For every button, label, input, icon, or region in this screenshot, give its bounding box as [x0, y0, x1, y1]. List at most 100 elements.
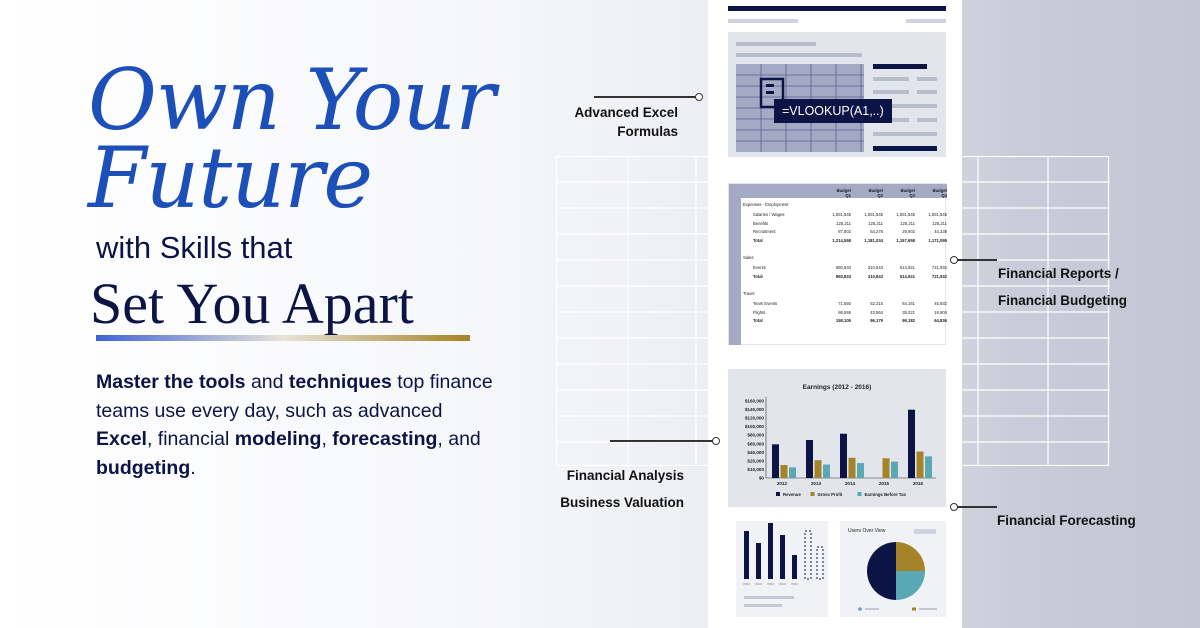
callout-excel-line1: Advanced Excel	[574, 105, 678, 120]
mini-bar-label	[755, 583, 762, 585]
body-bold-excel: Excel	[96, 428, 147, 450]
table-section-title: Expenses - Employment	[743, 202, 789, 207]
body-text: , financial	[146, 428, 235, 450]
document-page: Budget Q1 Budget Q2 Budget Q3 Budget Q4 Expenses…	[708, 0, 962, 628]
bar-revenue	[908, 409, 915, 478]
callout-forecasting: Financial Forecasting	[997, 513, 1136, 528]
table-cell: 1,001,545	[928, 212, 947, 217]
placeholder-bar	[873, 132, 937, 136]
table-cell: 64,836	[934, 318, 947, 323]
legend-placeholder	[919, 608, 937, 610]
placeholder-bar	[744, 596, 794, 599]
table-column-header-bar	[741, 184, 947, 198]
background-grid-left	[556, 156, 716, 466]
mini-bar	[768, 523, 773, 579]
pie-title-placeholder	[914, 529, 936, 534]
x-tick-label: 2013	[811, 481, 822, 486]
body-text: .	[190, 456, 196, 479]
body-bold-forecasting: forecasting	[332, 428, 438, 450]
table-cell: 514,921	[899, 273, 915, 279]
table-cell: 1,171,095	[928, 237, 947, 243]
table-header-cell: Budget	[868, 188, 883, 193]
earnings-chart: Earnings (2012 - 2016) $160,000 $140,000 $1…	[745, 384, 936, 497]
legend-label: Gross Profit	[818, 492, 843, 497]
table-section-title: Travel	[743, 291, 755, 296]
pie-title: Users Over View	[848, 528, 886, 534]
bar-gross-profit	[848, 457, 856, 478]
bar-earnings-before-tax	[925, 456, 932, 478]
table-cell: 71,550	[838, 301, 851, 306]
table-row-header-stripe	[729, 184, 741, 345]
body-bold-techniques: techniques	[288, 371, 392, 393]
y-tick-label: $120,000	[745, 416, 765, 421]
table-cell: 45,932	[934, 301, 947, 306]
table-cell: 125,211	[868, 220, 883, 226]
table-cell: 1,214,558	[832, 237, 851, 243]
table-cell: 44,339	[934, 229, 947, 234]
y-tick-label: $80,000	[747, 433, 764, 438]
y-tick-label: $60,000	[747, 441, 764, 446]
legend-swatch	[776, 492, 780, 496]
y-tick-label: $20,000	[747, 458, 764, 463]
legend-label: Earnings Before Tax	[865, 492, 907, 497]
bar-earnings-before-tax	[823, 464, 830, 478]
table-cell: 18,904	[934, 309, 947, 315]
y-tick-label: $0	[759, 476, 765, 481]
bar-gross-profit	[780, 465, 788, 478]
mini-bar	[780, 535, 785, 579]
table-row-label: Total	[753, 237, 763, 243]
table-cell: 125,211	[836, 220, 851, 226]
bar-revenue	[840, 433, 847, 478]
pie-chart	[858, 542, 937, 611]
y-tick-label: $40,000	[747, 450, 764, 455]
table-section-title: Sales	[743, 255, 754, 260]
placeholder-bar	[744, 604, 782, 607]
table-cell: 1,001,545	[864, 212, 883, 217]
mini-bar-chart	[743, 523, 824, 607]
bar-gross-profit	[882, 458, 890, 478]
headline-underline	[96, 335, 470, 341]
legend-label: Revenue	[783, 492, 802, 497]
bar-gross-profit	[814, 460, 822, 478]
body-bold-modeling: modeling	[234, 428, 322, 450]
pie-slice	[867, 542, 896, 600]
table-header-cell: Q2	[877, 193, 883, 198]
table-cell: 721,932	[931, 265, 947, 270]
doc-header-placeholder-right	[906, 19, 946, 23]
table-cell: 1,181,034	[864, 237, 883, 243]
table-cell: 99,182	[902, 318, 915, 323]
table-cell: 514,921	[899, 265, 915, 270]
y-tick-label: $10,000	[747, 467, 764, 472]
table-cell: 54,278	[870, 229, 883, 234]
mini-bar-forecast	[804, 530, 812, 580]
spreadsheet-panel	[728, 32, 946, 157]
x-tick-label: 2015	[879, 481, 890, 486]
pie-slice	[896, 542, 925, 571]
pie-card: Users Over View	[840, 521, 946, 617]
table-row-label: Total	[753, 318, 763, 323]
legend-swatch	[857, 492, 862, 496]
y-tick-label: $100,000	[745, 424, 765, 429]
y-tick-label: $160,000	[745, 399, 765, 404]
table-header-cell: Q3	[909, 193, 915, 198]
body-text: top finance teams use every day, such as…	[96, 371, 493, 422]
headline-line-1: Own Your	[88, 51, 496, 149]
table-cell: 43,864	[870, 309, 883, 315]
legend-placeholder	[865, 608, 879, 610]
headline-line-4: Set You Apart	[90, 271, 414, 336]
placeholder-bar	[917, 90, 937, 94]
doc-header-placeholder-left	[728, 19, 798, 23]
formula-tooltip: =VLOOKUP(A1,..)	[774, 99, 892, 123]
table-cell: 52,315	[870, 301, 883, 306]
background-grid-right	[960, 156, 1110, 466]
placeholder-bar	[736, 53, 862, 57]
table-cell: 125,211	[900, 220, 915, 226]
table-row-label: Benefits	[753, 220, 769, 226]
table-row-label: Total	[753, 273, 763, 279]
bar-earnings-before-tax	[891, 461, 898, 478]
callout-excel-dot	[695, 93, 703, 101]
table-cell: 64,161	[902, 301, 915, 306]
body-text: ,	[321, 428, 333, 450]
table-cell: 310,843	[867, 265, 883, 270]
callout-forecasting-line	[957, 506, 997, 508]
